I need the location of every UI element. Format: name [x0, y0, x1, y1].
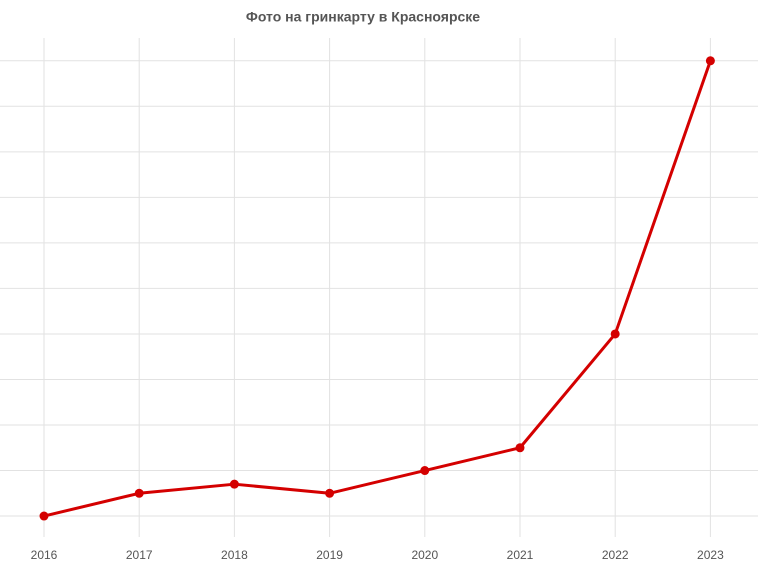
x-tick-label: 2019 — [316, 548, 343, 562]
data-point — [515, 443, 525, 453]
x-tick-label: 2016 — [31, 548, 58, 562]
x-tick-label: 2020 — [411, 548, 438, 562]
data-point — [705, 56, 715, 66]
x-tick-label: 2023 — [697, 548, 724, 562]
x-tick-label: 2021 — [507, 548, 534, 562]
x-tick-label: 2018 — [221, 548, 248, 562]
x-tick-label: 2022 — [602, 548, 629, 562]
data-point — [420, 466, 430, 476]
data-point — [134, 488, 144, 498]
data-point — [325, 488, 335, 498]
x-tick-label: 2017 — [126, 548, 153, 562]
chart-title: Фото на гринкарту в Красноярске — [246, 9, 480, 25]
data-point — [39, 511, 49, 521]
data-point — [610, 329, 620, 339]
data-line — [43, 60, 712, 518]
data-point — [229, 479, 239, 489]
